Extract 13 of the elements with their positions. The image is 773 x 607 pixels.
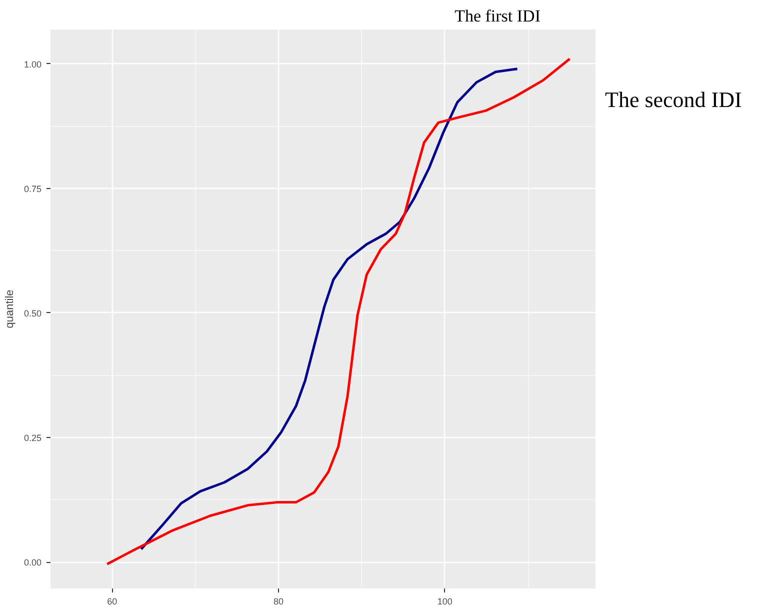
- y-tick-label: 1.00: [24, 59, 42, 70]
- text: The second IDI: [605, 86, 742, 114]
- text: The first IDI: [454, 6, 541, 26]
- y-axis-title: quantile: [4, 290, 16, 328]
- x-tick-label: 100: [437, 596, 452, 606]
- line-series: [140, 68, 519, 550]
- y-tick-label: 0.00: [24, 558, 42, 568]
- y-tick-label: 0.75: [24, 184, 42, 194]
- y-tick-label: 0.50: [24, 308, 42, 318]
- x-tick-label: 80: [273, 596, 284, 606]
- y-tick-label: 0.25: [24, 433, 42, 444]
- x-tick-label: 60: [107, 596, 118, 606]
- line-series: [106, 58, 571, 566]
